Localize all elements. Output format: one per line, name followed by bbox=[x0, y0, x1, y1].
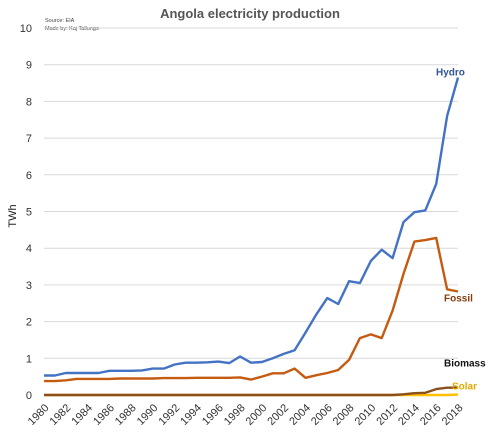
x-tick-label: 1994 bbox=[178, 402, 204, 428]
series-label-solar: Solar bbox=[452, 382, 477, 393]
x-tick-label: 2018 bbox=[440, 402, 466, 428]
x-tick-label: 2016 bbox=[418, 402, 444, 428]
y-tick-label: 7 bbox=[26, 133, 32, 145]
series-line-fossil bbox=[44, 236, 459, 383]
gridlines bbox=[44, 27, 458, 396]
x-tick-label: 1992 bbox=[157, 402, 183, 428]
y-tick-label: 6 bbox=[26, 170, 32, 182]
series-line-hydro bbox=[44, 77, 460, 377]
x-axis-ticks: 1980198219841986198819901992199419961998… bbox=[26, 402, 466, 428]
chart-title: Angola electricity production bbox=[160, 6, 340, 21]
x-tick-label: 2002 bbox=[265, 402, 291, 428]
y-tick-label: 3 bbox=[26, 280, 32, 292]
x-tick-label: 2006 bbox=[309, 402, 335, 428]
x-tick-label: 1998 bbox=[222, 402, 248, 428]
series-label-hydro: Hydro bbox=[436, 68, 465, 79]
x-tick-label: 1988 bbox=[113, 402, 139, 428]
y-tick-label: 8 bbox=[26, 96, 32, 108]
y-tick-label: 4 bbox=[26, 243, 32, 255]
series-labels: Solar Biomass Fossil Hydro bbox=[436, 68, 486, 393]
source-line: Source: EIA bbox=[45, 18, 75, 24]
x-tick-label: 1982 bbox=[48, 402, 74, 428]
x-tick-label: 2014 bbox=[396, 402, 422, 428]
x-tick-label: 1986 bbox=[91, 402, 117, 428]
x-tick-label: 1990 bbox=[135, 402, 161, 428]
y-axis-ticks: 0 1 2 3 4 5 6 7 8 9 10 bbox=[20, 23, 32, 402]
author-line: Made by: Kaj Tallungs bbox=[45, 26, 99, 32]
y-axis-label: TWh bbox=[7, 204, 19, 227]
x-tick-label: 2000 bbox=[244, 402, 270, 428]
x-tick-label: 2004 bbox=[287, 402, 313, 428]
y-tick-label: 5 bbox=[26, 207, 32, 219]
x-tick-label: 2010 bbox=[353, 402, 379, 428]
x-tick-label: 1984 bbox=[69, 402, 95, 428]
x-tick-label: 2008 bbox=[331, 402, 357, 428]
y-tick-label: 1 bbox=[26, 353, 32, 365]
series-line-biomass bbox=[44, 386, 458, 397]
y-tick-label: 2 bbox=[26, 317, 32, 329]
x-tick-label: 2012 bbox=[374, 402, 400, 428]
x-tick-label: 1996 bbox=[200, 402, 226, 428]
series-label-biomass: Biomass bbox=[444, 359, 486, 370]
series-lines bbox=[44, 77, 460, 397]
series-label-fossil: Fossil bbox=[444, 294, 473, 305]
y-tick-label: 10 bbox=[20, 23, 32, 35]
y-tick-label: 0 bbox=[26, 390, 32, 402]
y-tick-label: 9 bbox=[26, 60, 32, 72]
x-tick-label: 1980 bbox=[26, 402, 52, 428]
